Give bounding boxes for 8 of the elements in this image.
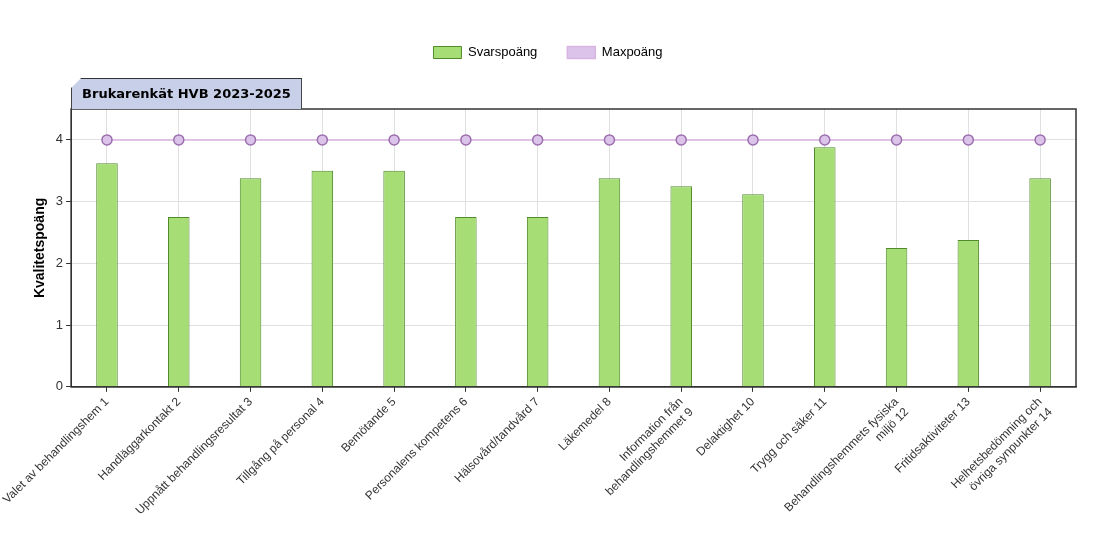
y-axis-title: Kvalitetspoäng xyxy=(31,197,48,299)
legend-label: Svarspoäng xyxy=(467,44,538,60)
y-tick-label: 4 xyxy=(55,131,64,147)
legend-label: Maxpoäng xyxy=(601,44,663,60)
y-tick-label: 1 xyxy=(55,316,64,332)
y-tick-label: 3 xyxy=(55,193,64,209)
y-tick-label: 2 xyxy=(55,254,64,270)
y-tick-label: 0 xyxy=(55,378,64,394)
